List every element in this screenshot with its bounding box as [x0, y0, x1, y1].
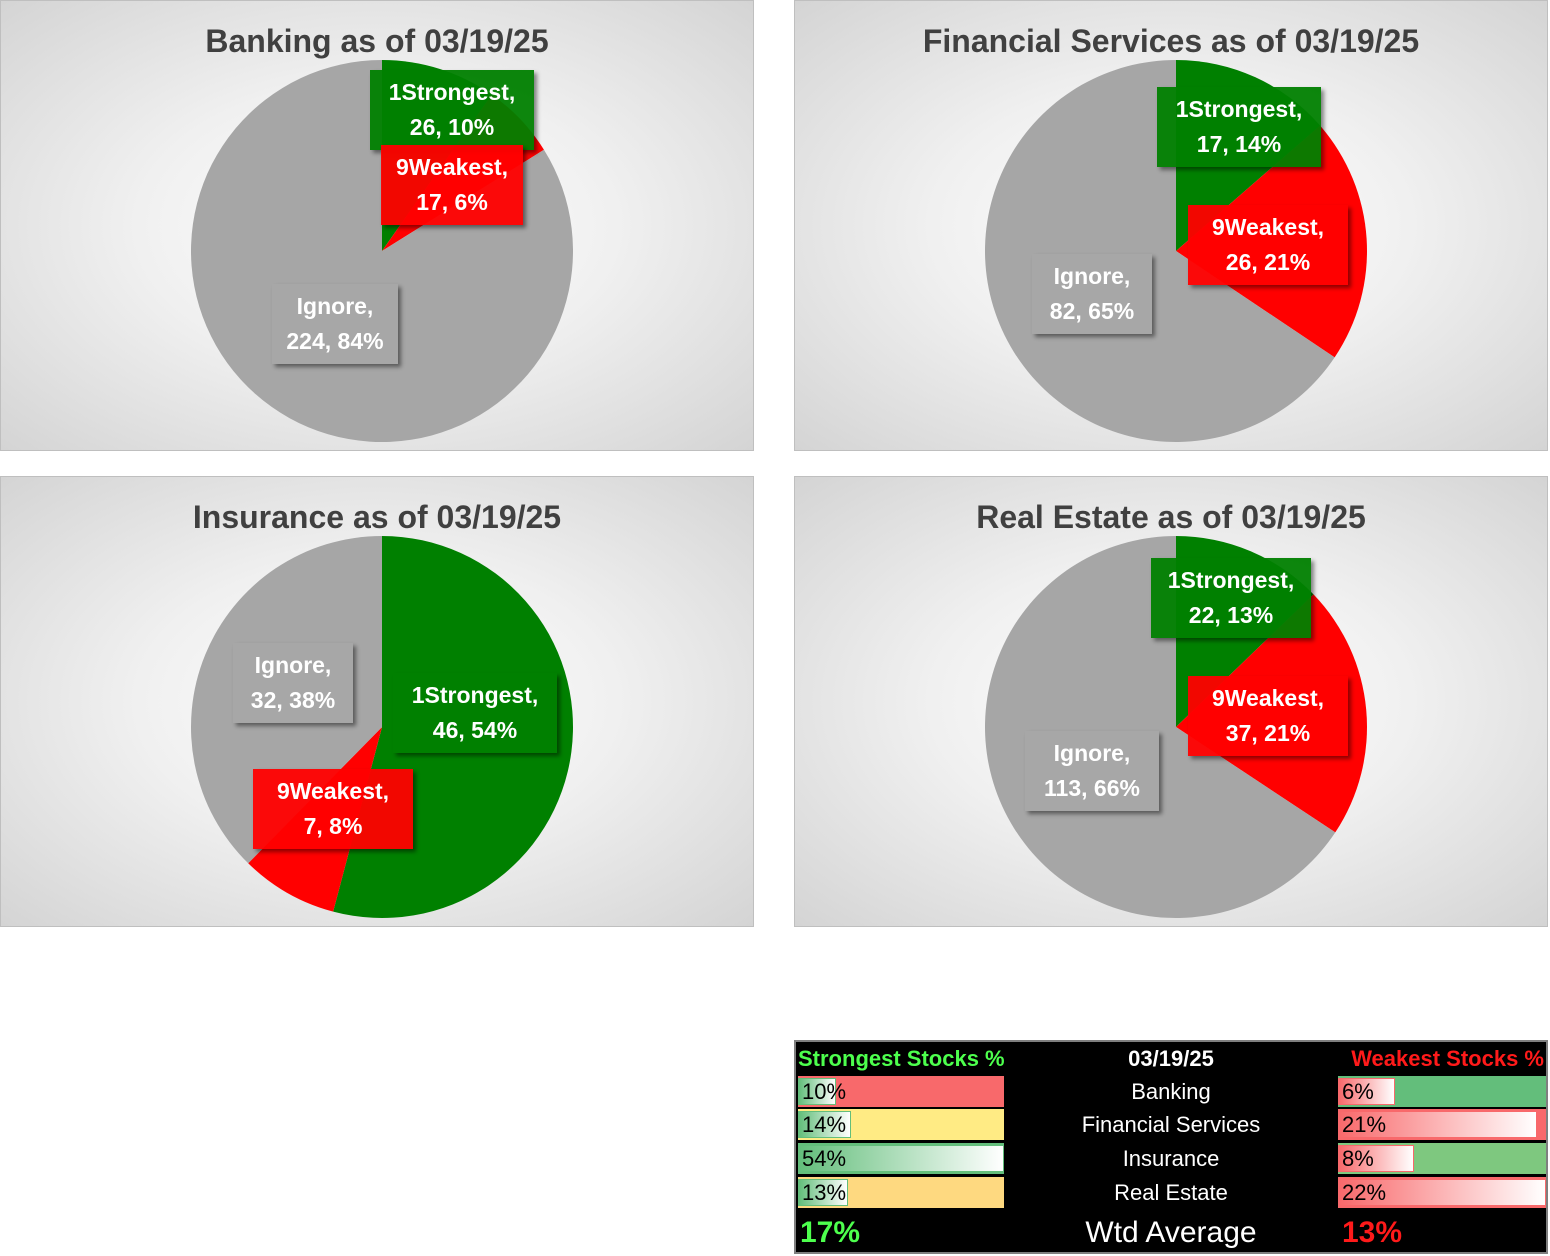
strong-pct: 54% — [802, 1146, 847, 1171]
label-weakest-value: 37, 21% — [1225, 720, 1311, 746]
label-ignore-name: Ignore, — [1053, 740, 1131, 766]
weak-cell: 22% — [1338, 1177, 1546, 1208]
sector-label: Real Estate — [1114, 1180, 1228, 1205]
label-ignore: Ignore, 32, 38% — [233, 643, 353, 723]
label-weakest-name: 9Weakest, — [395, 154, 509, 180]
label-ignore-value: 224, 84% — [286, 328, 384, 354]
strong-bar — [798, 1145, 1004, 1172]
chart-title: Real Estate as of 03/19/25 — [976, 499, 1366, 535]
summary-table: Strongest Stocks % 03/19/25 Weakest Stoc… — [794, 1040, 1548, 1254]
avg-strongest: 17% — [800, 1216, 861, 1249]
label-strongest-value: 22, 13% — [1188, 602, 1274, 628]
avg-label: Wtd Average — [1085, 1216, 1257, 1249]
chart-title: Banking as of 03/19/25 — [205, 23, 549, 59]
label-ignore-value: 113, 66% — [1044, 775, 1140, 801]
label-ignore-name: Ignore, — [1053, 263, 1131, 289]
label-weakest-value: 7, 8% — [303, 813, 363, 839]
weak-bar — [1338, 1145, 1414, 1172]
weak-bar — [1338, 1179, 1546, 1206]
weak-cell: 6% — [1338, 1076, 1546, 1107]
strong-cell: 10% — [798, 1076, 1004, 1107]
label-strongest-name: 1Strongest, — [411, 682, 539, 708]
strong-pct: 13% — [802, 1180, 847, 1205]
weak-bar — [1338, 1111, 1537, 1138]
strong-pct: 14% — [802, 1112, 847, 1137]
pie-svg — [985, 60, 1367, 442]
chart-title: Financial Services as of 03/19/25 — [922, 23, 1420, 59]
label-weakest: 9Weakest, 7, 8% — [253, 769, 413, 849]
strong-bar — [798, 1111, 852, 1138]
label-strongest: 1Strongest, 22, 13% — [1151, 558, 1311, 638]
label-weakest-name: 9Weakest, — [276, 778, 390, 804]
header-strongest: Strongest Stocks % — [798, 1046, 1005, 1071]
header-date: 03/19/25 — [1128, 1046, 1214, 1071]
label-weakest: 9Weakest, 26, 21% — [1188, 205, 1348, 285]
label-ignore-value: 32, 38% — [250, 687, 336, 713]
label-strongest-value: 17, 14% — [1196, 131, 1282, 157]
strong-bar — [798, 1179, 848, 1206]
weak-pct: 22% — [1342, 1180, 1387, 1205]
label-weakest-name: 9Weakest, — [1211, 214, 1325, 240]
strong-pct: 10% — [802, 1079, 847, 1104]
label-weakest: 9Weakest, 37, 21% — [1188, 676, 1348, 756]
label-strongest: 1Strongest, 17, 14% — [1157, 87, 1321, 167]
label-strongest-value: 46, 54% — [432, 717, 518, 743]
strong-bar — [798, 1078, 837, 1105]
label-ignore: Ignore, 224, 84% — [272, 284, 398, 364]
pie-slice-ignore — [985, 60, 1335, 442]
header-weakest: Weakest Stocks % — [1351, 1046, 1544, 1071]
pie-svg — [985, 536, 1367, 918]
sector-label: Insurance — [1122, 1146, 1220, 1171]
strong-cell: 13% — [798, 1177, 1004, 1208]
avg-weakest: 13% — [1342, 1216, 1403, 1249]
strong-cell: 14% — [798, 1109, 1004, 1140]
label-weakest-value: 26, 21% — [1225, 249, 1311, 275]
label-strongest-name: 1Strongest, — [388, 79, 516, 105]
weak-cell: 8% — [1338, 1143, 1546, 1174]
chart-panel-financial-services: Financial Services as of 03/19/25 1Stron… — [794, 0, 1548, 451]
chart-panel-real-estate: Real Estate as of 03/19/25 1Strongest, 2… — [794, 476, 1548, 927]
label-weakest: 9Weakest, 17, 6% — [381, 145, 523, 225]
label-strongest-name: 1Strongest, — [1175, 96, 1303, 122]
weak-pct: 8% — [1342, 1146, 1374, 1171]
label-weakest-value: 17, 6% — [416, 189, 488, 215]
sector-label: Financial Services — [1081, 1112, 1261, 1137]
label-strongest: 1Strongest, 46, 54% — [393, 673, 557, 753]
sector-label: Banking — [1131, 1079, 1211, 1104]
weak-pct: 6% — [1342, 1079, 1374, 1104]
label-strongest-name: 1Strongest, — [1167, 567, 1295, 593]
weak-pct: 21% — [1342, 1112, 1387, 1137]
label-ignore-name: Ignore, — [296, 293, 374, 319]
label-strongest: 1Strongest, 26, 10% — [370, 70, 534, 150]
pie-svg — [190, 60, 573, 443]
label-ignore: Ignore, 82, 65% — [1032, 254, 1152, 334]
pie-slice-ignore — [985, 536, 1336, 918]
label-ignore-name: Ignore, — [254, 652, 332, 678]
chart-panel-banking: Banking as of 03/19/25 1Strongest, 26, 1… — [0, 0, 754, 451]
weak-cell: 21% — [1338, 1109, 1546, 1140]
pie-svg — [190, 536, 573, 918]
chart-title: Insurance as of 03/19/25 — [192, 499, 562, 535]
label-strongest-value: 26, 10% — [409, 114, 495, 140]
label-weakest-name: 9Weakest, — [1211, 685, 1325, 711]
chart-panel-insurance: Insurance as of 03/19/25 1Strongest, 46,… — [0, 476, 754, 927]
label-ignore-value: 82, 65% — [1049, 298, 1135, 324]
label-ignore: Ignore, 113, 66% — [1025, 731, 1159, 811]
weak-bar — [1338, 1078, 1395, 1105]
strong-cell: 54% — [798, 1143, 1004, 1174]
